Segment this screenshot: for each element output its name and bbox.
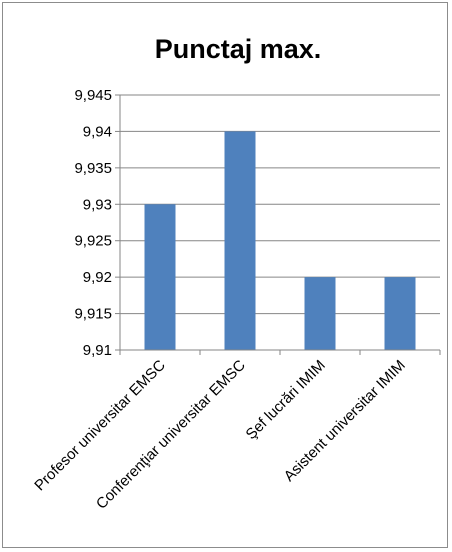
y-tick-label: 9,91 <box>83 342 112 359</box>
y-tick-label: 9,945 <box>74 87 112 104</box>
bar <box>224 131 256 350</box>
bar <box>144 204 176 350</box>
y-tick-label: 9,925 <box>74 233 112 250</box>
x-category-label: Conferenţiar universitar EMSC <box>93 357 249 513</box>
bars <box>144 131 416 350</box>
y-tick-label: 9,915 <box>74 306 112 323</box>
y-tick-label: 9,92 <box>83 269 112 286</box>
chart-title: Punctaj max. <box>155 34 322 64</box>
x-category-label: Şef lucrări IMIM <box>243 357 329 443</box>
y-tick-label: 9,93 <box>83 196 112 213</box>
bar <box>384 277 416 350</box>
y-axis-ticks: 9,91 9,915 9,92 9,925 9,93 9,935 9,94 9,945 <box>74 87 120 359</box>
y-tick-label: 9,935 <box>74 160 112 177</box>
axes <box>119 95 441 355</box>
x-category-label: Profesor universitar EMSC <box>31 357 169 495</box>
bar <box>304 277 336 350</box>
y-tick-label: 9,94 <box>83 123 112 140</box>
